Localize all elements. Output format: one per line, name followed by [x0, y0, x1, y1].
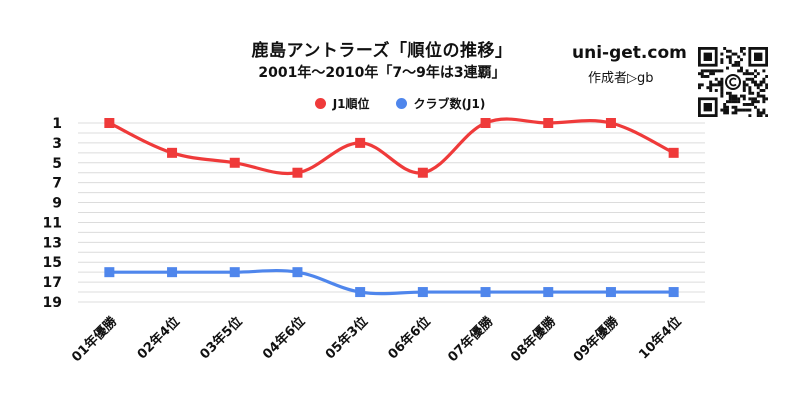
y-tick-label: 7: [52, 176, 62, 192]
site-name: uni-get.com: [572, 43, 687, 63]
y-tick-label: 17: [43, 275, 62, 291]
x-tick-label: 09年優勝: [570, 313, 622, 365]
author-credit: 作成者▷gb: [588, 71, 654, 86]
y-tick-label: 13: [43, 235, 62, 251]
data-point-marker: [543, 287, 554, 298]
legend-item-club-count: クラブ数(J1): [395, 95, 486, 112]
x-tick-label: 01年優勝: [68, 313, 120, 365]
data-point-marker: [668, 287, 679, 298]
data-point-marker: [355, 287, 366, 298]
data-point-marker: [605, 118, 616, 128]
y-tick-label: 5: [52, 156, 62, 172]
chart-legend: J1順位 クラブ数(J1): [0, 95, 800, 112]
y-tick-label: 19: [43, 295, 62, 311]
legend-label: クラブ数(J1): [413, 97, 486, 111]
chart-subtitle: 2001年～2010年「7～9年は3連覇」: [258, 65, 506, 81]
x-tick-label: 03年5位: [197, 314, 246, 363]
data-point-marker: [605, 287, 616, 298]
y-tick-label: 1: [52, 116, 62, 132]
legend-item-j1-rank: J1順位: [314, 95, 370, 112]
series-line: [107, 117, 676, 176]
data-point-marker: [417, 287, 428, 298]
data-point-marker: [104, 267, 115, 278]
x-tick-label: 07年優勝: [445, 313, 497, 365]
legend-swatch-blue: [395, 98, 407, 109]
data-point-marker: [668, 147, 679, 158]
x-tick-label: 05年3位: [322, 314, 371, 363]
series-line: [107, 268, 676, 296]
data-point-marker: [355, 137, 366, 148]
x-tick-label: 02年4位: [134, 314, 183, 363]
data-point-marker: [543, 118, 554, 128]
legend-label: J1順位: [332, 97, 370, 111]
data-point-marker: [480, 287, 491, 298]
chart-title: 鹿島アントラーズ「順位の推移」: [251, 41, 513, 61]
data-point-marker: [480, 118, 491, 128]
y-tick-label: 3: [52, 136, 62, 152]
x-tick-label: 10年4位: [636, 314, 685, 363]
data-point-marker: [292, 267, 303, 278]
data-point-marker: [104, 118, 115, 128]
data-point-marker: [417, 167, 428, 178]
y-tick-label: 9: [52, 196, 62, 212]
x-tick-label: 08年優勝: [507, 313, 559, 365]
data-point-marker: [167, 147, 178, 158]
x-tick-label: 06年6位: [385, 314, 434, 363]
data-point-marker: [229, 267, 240, 278]
y-tick-label: 15: [43, 255, 62, 271]
y-tick-label: 11: [43, 215, 62, 231]
legend-swatch-red: [314, 98, 326, 109]
qr-code-icon: [698, 47, 768, 117]
x-tick-label: 04年6位: [259, 314, 308, 363]
data-point-marker: [167, 267, 178, 278]
data-point-marker: [229, 157, 240, 168]
data-point-marker: [292, 167, 303, 178]
